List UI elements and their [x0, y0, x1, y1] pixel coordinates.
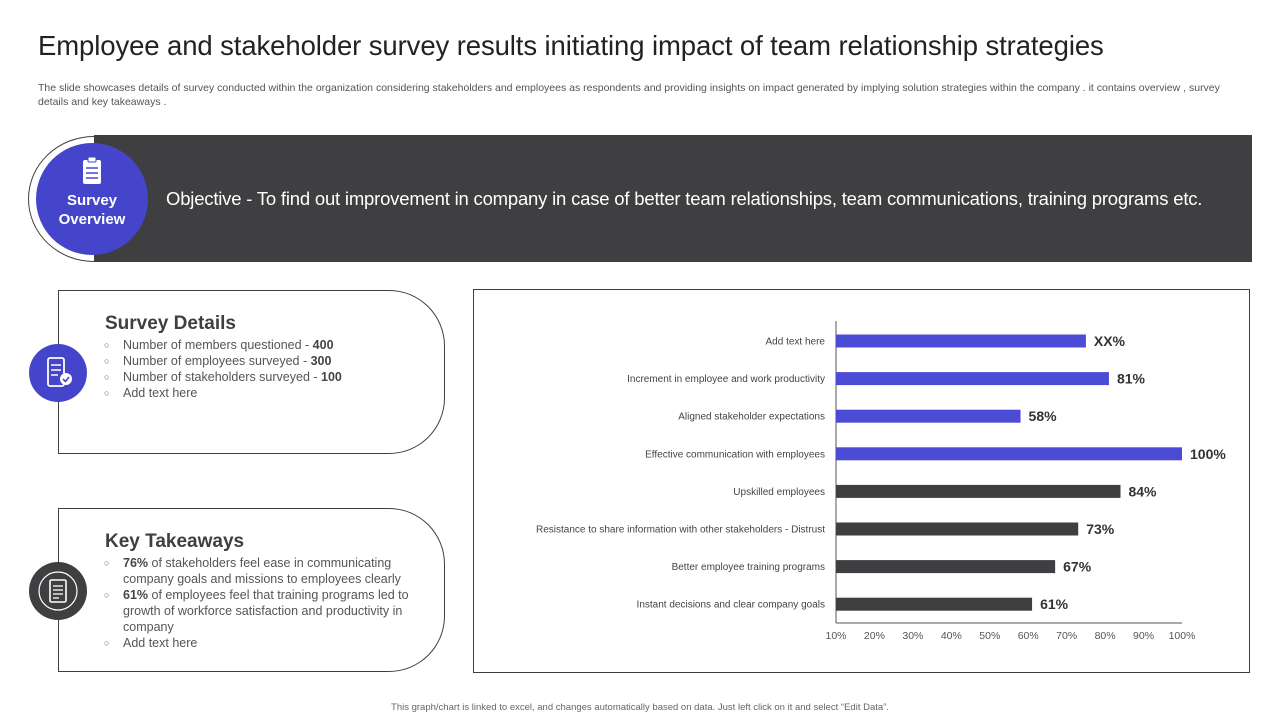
- category-label: Add text here: [766, 337, 826, 348]
- objective-banner: Objective - To find out improvement in c…: [94, 135, 1252, 262]
- x-tick-label: 50%: [979, 630, 1000, 642]
- category-label: Aligned stakeholder expectations: [678, 412, 825, 423]
- bar: [836, 334, 1086, 348]
- x-tick-label: 10%: [825, 630, 846, 642]
- bar: [836, 484, 1121, 498]
- overview-label-line2: Overview: [58, 211, 126, 228]
- category-label: Increment in employee and work productiv…: [627, 374, 825, 385]
- data-label: 67%: [1063, 559, 1092, 575]
- survey-overview-label: Survey Overview: [36, 191, 148, 229]
- category-label: Better employee training programs: [672, 562, 825, 573]
- overview-label-line1: Survey: [66, 192, 118, 209]
- list-item: 76% of stakeholders feel ease in communi…: [104, 555, 423, 587]
- item-text: Number of members questioned -: [123, 338, 313, 352]
- item-text: Number of employees surveyed -: [123, 354, 311, 368]
- chart-panel: 10% 20% 30% 40% 50% 60% 70% 80% 90% 100% Add text …: [473, 289, 1250, 673]
- bar: [836, 409, 1021, 423]
- x-tick-label: 60%: [1018, 630, 1039, 642]
- item-text: of stakeholders feel ease in communicati…: [123, 556, 401, 586]
- key-takeaways-list: 76% of stakeholders feel ease in communi…: [104, 555, 423, 651]
- x-tick-label: 30%: [902, 630, 923, 642]
- data-label: 61%: [1040, 596, 1069, 612]
- item-text: Add text here: [123, 636, 198, 650]
- list-item: Number of members questioned - 400: [104, 337, 423, 353]
- x-tick-label: 40%: [941, 630, 962, 642]
- data-label: 81%: [1117, 371, 1146, 387]
- bar: [836, 372, 1109, 386]
- data-label: 58%: [1029, 408, 1058, 424]
- key-takeaways-card: Key Takeaways 76% of stakeholders feel e…: [58, 508, 445, 672]
- list-item: Add text here: [104, 385, 423, 401]
- data-label: 100%: [1190, 446, 1226, 462]
- x-tick-label: 20%: [864, 630, 885, 642]
- item-text: Add text here: [123, 386, 198, 400]
- category-label: Upskilled employees: [733, 487, 825, 498]
- bar: [836, 560, 1056, 574]
- mobile-survey-icon: [29, 344, 87, 402]
- x-tick-label: 70%: [1056, 630, 1077, 642]
- item-value: 300: [310, 354, 332, 368]
- survey-details-title: Survey Details: [105, 313, 236, 334]
- bar: [836, 522, 1079, 536]
- page-subtitle: The slide showcases details of survey co…: [38, 82, 1220, 108]
- overview-ring: [28, 136, 160, 262]
- clipboard-icon: [82, 156, 102, 190]
- item-value: 400: [312, 338, 334, 352]
- key-takeaways-title: Key Takeaways: [105, 531, 245, 552]
- item-value: 76%: [123, 556, 149, 570]
- x-tick-label: 80%: [1095, 630, 1116, 642]
- list-item: Number of stakeholders surveyed - 100: [104, 369, 423, 385]
- bar: [836, 597, 1033, 611]
- category-label: Instant decisions and clear company goal…: [637, 600, 825, 611]
- list-item: Number of employees surveyed - 300: [104, 353, 423, 369]
- data-label: XX%: [1094, 333, 1126, 349]
- data-label: 73%: [1086, 521, 1115, 537]
- survey-details-list: Number of members questioned - 400 Numbe…: [104, 337, 423, 401]
- footer-note: This graph/chart is linked to excel, and…: [391, 702, 889, 713]
- survey-details-card: Survey Details Number of members questio…: [58, 290, 445, 454]
- item-value: 61%: [123, 588, 149, 602]
- x-tick-label: 90%: [1133, 630, 1154, 642]
- takeaways-document-icon: [29, 562, 87, 620]
- category-label: Effective communication with employees: [645, 449, 825, 460]
- data-label: 84%: [1128, 483, 1157, 499]
- category-label: Resistance to share information with oth…: [536, 525, 825, 536]
- item-text: of employees feel that training programs…: [123, 588, 409, 634]
- item-text: Number of stakeholders surveyed -: [123, 370, 322, 384]
- page-title: Employee and stakeholder survey results …: [38, 30, 1104, 61]
- bar-chart: 10% 20% 30% 40% 50% 60% 70% 80% 90% 100% Add text …: [536, 321, 1226, 642]
- list-item: Add text here: [104, 635, 423, 651]
- x-tick-label: 100%: [1169, 630, 1196, 642]
- item-value: 100: [321, 370, 342, 384]
- list-item: 61% of employees feel that training prog…: [104, 587, 423, 635]
- survey-overview-badge: Survey Overview: [36, 143, 148, 255]
- bar: [836, 447, 1182, 461]
- objective-text: Objective - To find out improvement in c…: [166, 187, 1203, 209]
